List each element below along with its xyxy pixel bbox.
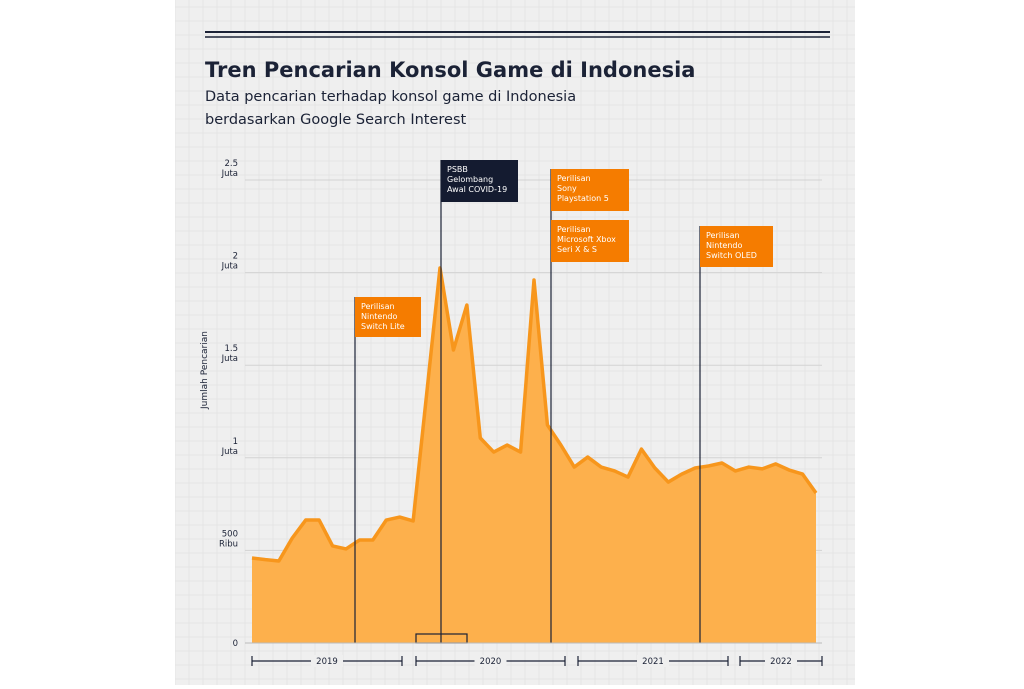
annotation-text: Nintendo [706, 241, 742, 250]
annotation-text: Switch OLED [706, 251, 757, 260]
annotation-text: Nintendo [361, 312, 397, 321]
annotation-text: Perilisan [557, 225, 591, 234]
year-bg [311, 655, 343, 667]
y-tick-label: 0 [233, 639, 238, 649]
annotation-box [441, 160, 518, 202]
annotation-text: Perilisan [361, 302, 395, 311]
y-tick-label: 2 Juta [221, 252, 238, 272]
year-label: 2020 [480, 657, 502, 667]
annotation-text: Perilisan [706, 231, 740, 240]
annotation-text: Microsoft Xbox [557, 235, 616, 244]
title: Tren Pencarian Konsol Game di Indonesia [205, 58, 695, 82]
annotation-text: Awal COVID-19 [447, 185, 507, 194]
annotation-text: Playstation 5 [557, 194, 609, 203]
year-bg [765, 655, 797, 667]
annotation-text: PSBB [447, 165, 468, 174]
year-label: 2019 [316, 657, 338, 667]
annotation-box [355, 297, 421, 337]
y-tick-label: 500 Ribu [219, 529, 238, 549]
y-axis-label: Jumlah Pencarian [200, 331, 210, 410]
year-bg [474, 655, 507, 667]
annotation-text: Switch Lite [361, 322, 405, 331]
annotation-text: Seri X & S [557, 245, 597, 254]
year-label: 2021 [642, 657, 664, 667]
y-tick-label: 1 Juta [221, 437, 238, 457]
area [252, 267, 816, 643]
line [251, 266, 818, 563]
annotation-box [551, 220, 629, 262]
annotation-text: Gelombang [447, 175, 493, 184]
subtitle: Data pencarian terhadap konsol game di I… [205, 89, 576, 105]
annotation-text: Sony [557, 184, 577, 193]
y-tick-label: 1.5 Juta [221, 344, 238, 364]
subtitle: berdasarkan Google Search Interest [205, 112, 467, 128]
y-tick-label: 2.5 Juta [221, 159, 238, 179]
annotation-box [700, 226, 773, 267]
year-bg [637, 655, 669, 667]
annotation-text: Perilisan [557, 174, 591, 183]
annotation-box [551, 169, 629, 211]
year-label: 2022 [770, 657, 792, 667]
